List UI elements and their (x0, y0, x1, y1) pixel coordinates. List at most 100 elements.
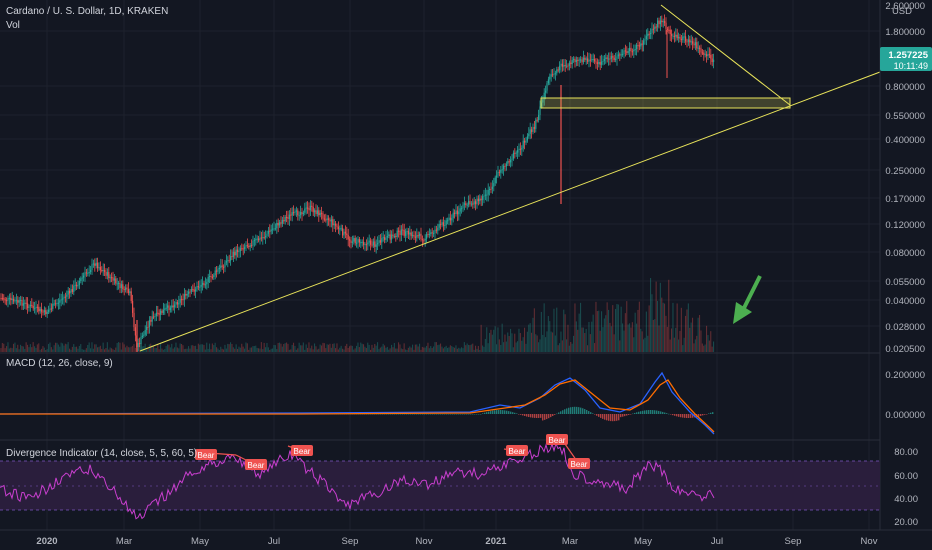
volume-bar (90, 348, 92, 352)
divergence-pane[interactable]: Bear Bear Bear Bear Bear Bear (0, 434, 880, 520)
macd-histogram-bar (526, 414, 528, 417)
volume-bar (487, 343, 489, 352)
volume-bar (360, 342, 362, 352)
macd-histogram-bar (408, 414, 410, 415)
volume-bar (605, 315, 607, 352)
candle-body (140, 337, 142, 345)
macd-histogram-bar (572, 406, 574, 414)
candle-body (476, 198, 478, 205)
candle-body (594, 59, 596, 62)
candle-body (577, 59, 579, 61)
price-tick-label: 0.040000 (885, 296, 925, 307)
green-arrow-icon[interactable] (733, 275, 762, 324)
candle-body (500, 169, 502, 173)
volume-bar (416, 344, 418, 352)
volume-bar (486, 327, 488, 352)
volume-bar (238, 346, 240, 352)
candle-body (120, 284, 122, 289)
volume-bar (101, 348, 103, 352)
macd-histogram-bar (542, 414, 544, 421)
volume-bar (297, 348, 299, 352)
candle-body (378, 240, 380, 244)
candle-body (416, 235, 418, 238)
volume-bar (113, 349, 115, 352)
candle-body (531, 129, 533, 132)
symbol-title: Cardano / U. S. Dollar, 1D, KRAKEN (6, 6, 168, 17)
volume-bar (165, 346, 167, 352)
macd-histogram-bar (478, 414, 480, 415)
volume-bar (560, 331, 562, 352)
candle-body (340, 228, 342, 230)
candle-body (195, 289, 197, 292)
volume-bar (626, 301, 628, 352)
volume-bar (417, 346, 419, 352)
candle-body (400, 229, 402, 235)
candle-body (41, 308, 43, 312)
volume-bar (365, 348, 367, 352)
volume-bar (426, 345, 428, 352)
macd-histogram-bar (482, 413, 484, 414)
volume-bar (521, 340, 523, 352)
candle-body (337, 226, 339, 229)
candle-body (69, 290, 71, 294)
drawing-layer[interactable] (139, 4, 881, 352)
candle-body (241, 248, 243, 250)
macd-histogram-bar (456, 414, 458, 415)
volume-bar (148, 344, 150, 352)
volume-bar (526, 331, 528, 352)
macd-histogram-bar (418, 414, 420, 415)
candle-body (193, 289, 195, 292)
candle-body (246, 245, 248, 247)
candle-body (17, 300, 19, 303)
candle-body (232, 251, 234, 258)
candle-body (638, 45, 640, 47)
volume-bar (64, 343, 66, 352)
time-axis[interactable]: 2020 Mar May Jul Sep Nov 2021 Mar May Jul Sep Nov (36, 536, 877, 547)
volume-bar (24, 348, 26, 352)
volume-bar (262, 349, 264, 352)
candle-body (539, 106, 541, 115)
candle-body (50, 308, 52, 310)
price-axis[interactable]: 2.600000 1.800000 0.800000 0.550000 0.400000… (885, 1, 925, 355)
volume-bar (433, 346, 435, 352)
candle-body (564, 65, 566, 67)
macd-histogram-bar (556, 413, 558, 415)
volume-bar (32, 342, 34, 352)
volume-bar (470, 344, 472, 352)
candle-body (132, 300, 134, 313)
volume-bar (178, 348, 180, 352)
volume-bar (4, 348, 6, 352)
divergence-label: Divergence Indicator (14, close, 5, 5, 6… (6, 448, 197, 459)
macd-histogram-bar (554, 414, 556, 415)
candle-body (617, 54, 619, 57)
candle-body (487, 190, 489, 195)
candle-body (508, 161, 510, 163)
price-tick-label: 0.080000 (885, 248, 925, 259)
candle-body (63, 296, 65, 299)
volume-bar (126, 345, 128, 352)
candle-body (274, 228, 276, 230)
macd-histogram-bar (384, 414, 386, 415)
candle-body (98, 267, 100, 269)
candle-body (36, 306, 38, 308)
volume-bar (367, 342, 369, 352)
macd-histogram-bar (708, 413, 710, 414)
candle-body (386, 235, 388, 238)
macd-histogram-bar (380, 414, 382, 415)
volume-bar (66, 344, 68, 352)
candle-body (141, 335, 143, 338)
price-pane[interactable] (0, 4, 881, 352)
volume-bar (309, 348, 311, 352)
candle-body (146, 326, 148, 330)
candle-body (631, 51, 633, 53)
volume-bar (230, 342, 232, 352)
volume-bar (403, 343, 405, 352)
candle-body (253, 240, 255, 242)
candle-body (133, 312, 135, 328)
candle-body (262, 237, 264, 239)
macd-pane[interactable] (0, 371, 715, 435)
candle-body (419, 233, 421, 236)
candle-body (463, 203, 465, 205)
volume-bar (200, 344, 202, 352)
